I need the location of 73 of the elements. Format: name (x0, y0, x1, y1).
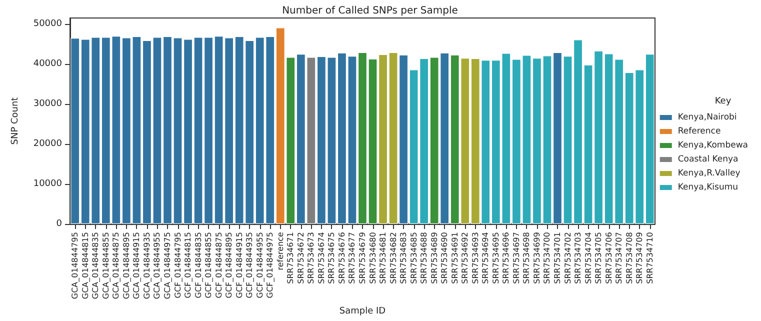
x-tick-label: GCF_014844815 (184, 232, 193, 298)
x-tick-label: SRR7534703 (574, 232, 583, 284)
x-tick-label: SRR7534672 (296, 232, 306, 284)
x-tick-label: SRR7534710 (645, 232, 654, 284)
x-tick-label: SRR7534676 (337, 232, 346, 284)
x-tick-label: GCA_014844935 (142, 232, 152, 300)
x-tick-label: GCF_014844955 (255, 232, 264, 298)
x-tick-label: SRR7534681 (378, 232, 388, 284)
x-tick-label: SRR7534702 (563, 232, 572, 284)
x-tick-label: SRR7534673 (306, 232, 316, 284)
x-tick-label: SRR7534704 (584, 232, 593, 284)
x-axis-title: Sample ID (339, 306, 386, 316)
x-tick-label: SRR7534689 (430, 232, 439, 284)
x-tick-label: GCF_014844975 (266, 232, 275, 298)
x-tick-label: GCA_014844955 (152, 232, 162, 300)
x-tick-label: SRR7534682 (388, 232, 398, 284)
y-axis-title: SNP Count (10, 96, 20, 145)
x-tick-label: GCA_014844975 (163, 232, 172, 300)
x-tick-label: SRR7534671 (286, 232, 296, 284)
y-tick-label: 50000 (33, 19, 62, 29)
x-tick-label: GCF_014844795 (173, 232, 182, 298)
x-tick-label: GCA_014844795 (70, 232, 80, 300)
x-tick-label: SRR7534690 (440, 232, 450, 284)
x-tick-label: GCF_014844895 (224, 232, 234, 298)
x-tick-label: SRR7534709 (635, 232, 644, 284)
x-tick-label: SRR7534699 (532, 232, 542, 284)
x-tick-label: SRR7534696 (502, 232, 511, 284)
x-tick-label: SRR7534683 (399, 232, 408, 284)
legend-label: Kenya,Kisumu (678, 182, 738, 192)
x-tick-label: GCA_014844895 (122, 232, 131, 300)
y-tick-label: 0 (56, 219, 62, 230)
legend-label: Reference (678, 126, 721, 136)
x-tick-label: SRR7534694 (481, 232, 490, 284)
x-tick-label: SRR7534675 (327, 232, 336, 284)
y-tick-label: 40000 (33, 59, 62, 70)
x-tick-label: SRR7534679 (358, 232, 367, 284)
x-tick-label: SRR7534692 (460, 232, 470, 284)
x-tick-label: SRR7534700 (542, 232, 552, 284)
chart-title: Number of Called SNPs per Sample (282, 6, 458, 16)
x-tick-label: reference (276, 232, 285, 270)
x-tick-label: GCA_014844915 (132, 232, 142, 300)
x-tick-label: SRR7534691 (450, 232, 460, 284)
x-tick-label: SRR7534677 (348, 232, 357, 284)
legend-title: Key (714, 96, 732, 106)
x-tick-label: GCF_014844875 (214, 232, 224, 298)
x-tick-label: GCF_014844935 (245, 232, 254, 298)
legend-label: Kenya,R.Valley (678, 168, 740, 178)
legend-label: Kenya,Kombewa (678, 140, 748, 150)
x-tick-label: GCF_014844835 (194, 232, 203, 298)
x-tick-label: GCA_014844815 (80, 232, 90, 300)
x-tick-label: SRR7534698 (522, 232, 532, 284)
x-tick-label: SRR7534697 (512, 232, 521, 284)
y-tick-label: 10000 (33, 179, 62, 190)
x-tick-label: GCA_014844875 (112, 232, 121, 300)
x-tick-label: SRR7534680 (368, 232, 378, 284)
legend-label: Kenya,Nairobi (678, 112, 737, 122)
x-tick-label: GCA_014844835 (91, 232, 100, 300)
x-tick-label: SRR7534674 (316, 232, 326, 284)
x-tick-label: GCF_014844855 (204, 232, 214, 298)
x-tick-label: SRR7534688 (420, 232, 429, 284)
x-tick-label: SRR7534693 (470, 232, 480, 284)
y-tick-label: 20000 (33, 139, 62, 150)
y-tick-label: 30000 (33, 99, 62, 110)
legend-label: Coastal Kenya (678, 154, 738, 164)
x-tick-label: SRR7534705 (594, 232, 604, 284)
x-tick-label: SRR7534695 (491, 232, 500, 284)
x-tick-label: SRR7534708 (624, 232, 634, 284)
x-tick-label: SRR7534701 (553, 232, 562, 284)
x-tick-label: SRR7534707 (614, 232, 624, 284)
x-tick-label: SRR7534706 (604, 232, 614, 284)
x-tick-label: GCA_014844855 (101, 232, 110, 300)
x-tick-label: SRR7534685 (409, 232, 418, 284)
x-tick-label: GCF_014844915 (234, 232, 244, 298)
